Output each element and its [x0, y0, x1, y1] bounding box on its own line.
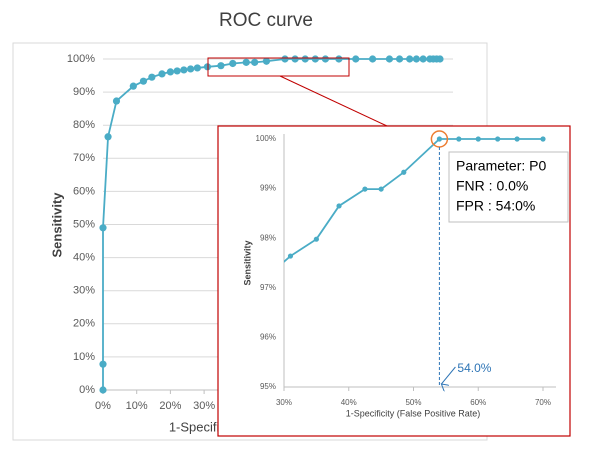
- roc-point: [395, 55, 404, 63]
- roc-point: [99, 360, 107, 368]
- y-tick-label: 60%: [73, 185, 95, 197]
- highlight-arrow: [441, 366, 456, 384]
- x-tick-label: 30%: [276, 398, 292, 407]
- roc-point: [180, 66, 188, 74]
- roc-point: [311, 55, 319, 63]
- roc-point: [217, 62, 225, 70]
- roc-point: [187, 65, 195, 73]
- chart-title: ROC curve: [219, 10, 313, 31]
- zoom-connector: [279, 75, 388, 127]
- roc-point: [369, 55, 377, 63]
- roc-point: [495, 136, 501, 142]
- roc-point: [412, 55, 421, 63]
- roc-point: [406, 55, 414, 63]
- roc-point: [335, 55, 343, 63]
- roc-point: [139, 77, 148, 85]
- roc-point: [251, 58, 259, 66]
- roc-point: [262, 57, 271, 65]
- zoom-box: [207, 57, 350, 77]
- roc-point: [242, 58, 250, 66]
- roc-point: [385, 55, 394, 63]
- y-tick-label: 100%: [256, 134, 276, 143]
- roc-point: [287, 253, 294, 259]
- annotation-text: FNR : 0.0%: [456, 178, 528, 194]
- roc-point: [104, 133, 112, 141]
- roc-point: [456, 136, 462, 142]
- roc-point: [336, 203, 342, 209]
- annotation-box: [448, 151, 569, 223]
- roc-point: [540, 136, 546, 142]
- x-tick-label: 40%: [341, 398, 357, 407]
- y-tick-label: 97%: [260, 283, 276, 292]
- roc-point: [99, 224, 107, 232]
- roc-point: [173, 67, 181, 75]
- roc-point: [203, 63, 212, 71]
- roc-point: [229, 59, 237, 68]
- plot-data: [99, 55, 444, 394]
- roc-point: [99, 386, 107, 394]
- y-tick-label: 20%: [73, 318, 95, 330]
- roc-point: [352, 55, 360, 63]
- y-tick-label: 96%: [260, 333, 276, 342]
- y-tick-label: 30%: [73, 285, 95, 297]
- annotation-text: FPR : 54:0%: [456, 198, 535, 214]
- y-tick-label: 99%: [260, 184, 276, 193]
- roc-point: [158, 70, 166, 78]
- roc-point: [193, 64, 201, 72]
- roc-point: [436, 55, 444, 63]
- y-tick-label: 100%: [67, 53, 95, 65]
- x-tick-label: 60%: [470, 398, 486, 407]
- y-axis-label: Sensitivity: [242, 240, 252, 285]
- y-tick-label: 80%: [73, 119, 95, 131]
- y-axis-label: Sensitivity: [49, 192, 64, 258]
- roc-point: [281, 55, 289, 63]
- x-axis-label: 1-Specificity (False Positive Rate): [346, 408, 481, 418]
- x-tick-label: 50%: [405, 398, 421, 407]
- roc-point: [313, 236, 319, 242]
- roc-point: [301, 55, 309, 63]
- inset-plot: 95% 96% 97% 98% 99% 100% 30% 40% 50% 60% 70% 1-Spec…: [242, 130, 569, 418]
- roc-point: [112, 97, 121, 105]
- y-tick-label: 95%: [260, 382, 276, 391]
- roc-point: [321, 55, 330, 63]
- roc-point: [419, 55, 427, 63]
- roc-point: [436, 136, 442, 142]
- x-tick-label: 10%: [126, 400, 148, 412]
- y-tick-label: 40%: [73, 252, 95, 264]
- roc-point: [291, 55, 299, 63]
- roc-point: [401, 169, 407, 175]
- plot-data: [284, 136, 546, 263]
- y-tick-label: 70%: [73, 152, 95, 164]
- highlight-label: 54.0%: [457, 361, 491, 375]
- roc-point: [166, 68, 174, 76]
- annotation-text: Parameter: P0: [456, 158, 546, 174]
- roc-point: [378, 186, 384, 192]
- x-tick-label: 20%: [159, 400, 181, 412]
- roc-point: [148, 73, 156, 81]
- x-tick-label: 30%: [193, 400, 215, 412]
- x-tick-label: 0%: [95, 400, 111, 412]
- y-tick-label: 98%: [260, 233, 276, 242]
- y-tick-label: 50%: [73, 218, 95, 230]
- x-tick-label: 70%: [535, 398, 551, 407]
- y-tick-label: 10%: [73, 351, 95, 363]
- roc-point: [129, 82, 137, 90]
- y-tick-label: 0%: [79, 384, 95, 396]
- roc-point: [362, 186, 368, 192]
- y-tick-label: 90%: [73, 86, 95, 98]
- roc-point: [475, 136, 481, 142]
- roc-point: [514, 136, 520, 142]
